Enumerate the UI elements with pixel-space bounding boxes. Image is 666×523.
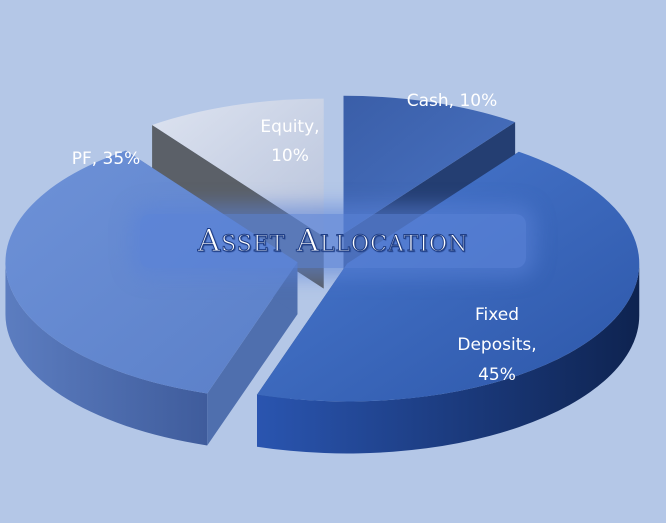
chart-title: Asset Allocation bbox=[197, 223, 469, 260]
slice-top bbox=[257, 151, 640, 402]
slice-wall bbox=[207, 262, 298, 446]
data-label-pf: PF, 35% bbox=[72, 149, 141, 169]
slice-top bbox=[5, 150, 298, 394]
data-label-equity: 10% bbox=[271, 146, 309, 166]
slice-top bbox=[152, 98, 324, 237]
slice-rim bbox=[5, 262, 208, 446]
slice-top bbox=[343, 95, 516, 234]
data-label-fixed-deposits: Deposits, bbox=[457, 335, 536, 355]
chart-title-box: Asset Allocation bbox=[140, 214, 526, 268]
data-label-equity: Equity, bbox=[260, 117, 319, 137]
slice-rim bbox=[257, 263, 640, 454]
data-label-cash: Cash, 10% bbox=[407, 91, 498, 111]
data-label-fixed-deposits: 45% bbox=[478, 365, 516, 385]
data-label-fixed-deposits: Fixed bbox=[475, 305, 519, 325]
